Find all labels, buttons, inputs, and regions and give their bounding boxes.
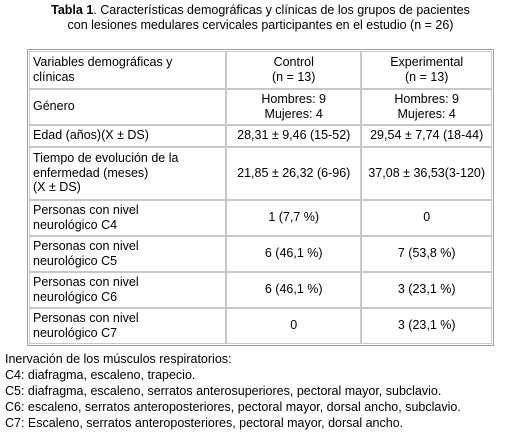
table-row: Género Hombres: 9 Mujeres: 4 Hombres: 9 … <box>29 89 492 125</box>
row-experimental-value: Hombres: 9 Mujeres: 4 <box>361 89 492 125</box>
row-label: Personas con nivel neurológico C7 <box>29 307 227 344</box>
header-experimental: Experimental (n = 13) <box>361 51 492 89</box>
row-control-value: 1 (7,7 %) <box>226 199 362 236</box>
header-variables: Variables demográficas y clínicas <box>29 51 227 89</box>
row-control-value: 6 (46,1 %) <box>226 271 362 308</box>
experimental-value-line: 7 (53,8 %) <box>397 246 456 261</box>
row-label: Personas con nivel neurológico C4 <box>29 199 227 236</box>
control-value-line: 21,85 ± 26,32 (6-96) <box>237 165 351 180</box>
table-caption: Tabla 1. Características demográficas y … <box>0 3 521 33</box>
row-label-line: neurológico C7 <box>33 325 118 340</box>
table-row: Personas con nivel neurológico C4 1 (7,7… <box>29 199 492 236</box>
row-control-value: Hombres: 9 Mujeres: 4 <box>226 89 362 125</box>
row-label: Personas con nivel neurológico C6 <box>29 271 227 308</box>
row-label: Género <box>29 89 227 125</box>
control-value-line: Hombres: 9 <box>261 92 327 106</box>
row-experimental-value: 3 (23,1 %) <box>361 307 492 344</box>
footnotes: Inervación de los músculos respiratorios… <box>5 351 519 431</box>
row-label-line: Edad (años)(X ± DS) <box>33 128 149 143</box>
row-label-line: Personas con nivel <box>33 274 139 289</box>
control-value-line: 1 (7,7 %) <box>268 210 320 225</box>
footnote-line: C5: diafragma, escaleno, serratos antero… <box>5 384 442 398</box>
row-experimental-value: 3 (23,1 %) <box>361 271 492 308</box>
header-experimental-line: Experimental <box>390 55 464 70</box>
control-value-line: 6 (46,1 %) <box>264 282 323 297</box>
footnote-line: C4: diafragma, escaleno, trapecio. <box>5 368 196 382</box>
experimental-value-line: 0 <box>423 210 431 225</box>
footnote-line: C6: escaleno, serratos anteroposteriores… <box>5 400 461 414</box>
table-row: Tiempo de evolución de la enfermedad (me… <box>29 146 492 200</box>
caption-line-1: Tabla 1. Características demográficas y … <box>0 3 521 18</box>
row-label: Tiempo de evolución de la enfermedad (me… <box>29 146 227 200</box>
table-row: Personas con nivel neurológico C6 6 (46,… <box>29 271 492 308</box>
row-control-value: 28,31 ± 9,46 (15-52) <box>226 124 362 147</box>
table-row: Personas con nivel neurológico C7 0 3 (2… <box>29 307 492 344</box>
table-row: Personas con nivel neurológico C5 6 (46,… <box>29 235 492 272</box>
row-label-line: Personas con nivel <box>33 238 139 253</box>
footnote-title: Inervación de los músculos respiratorios… <box>5 352 232 366</box>
experimental-value-line: 3 (23,1 %) <box>397 282 456 297</box>
table-header-row: Variables demográficas y clínicas Contro… <box>29 51 492 89</box>
row-experimental-value: 29,54 ± 7,74 (18-44) <box>361 124 492 147</box>
experimental-value-line: 37,08 ± 36,53(3-120) <box>368 165 486 180</box>
experimental-value-line: 29,54 ± 7,74 (18-44) <box>370 128 484 143</box>
row-control-value: 6 (46,1 %) <box>226 235 362 272</box>
header-control-line: Control <box>273 55 314 70</box>
row-experimental-value: 37,08 ± 36,53(3-120) <box>361 146 492 200</box>
caption-label: Tabla 1 <box>51 3 94 17</box>
row-label-line: Tiempo de evolución de la <box>33 150 179 165</box>
row-label-line: neurológico C5 <box>33 253 118 268</box>
experimental-value-line: Mujeres: 4 <box>397 106 456 121</box>
experimental-value-line: 3 (23,1 %) <box>397 318 456 333</box>
control-value-line: 6 (46,1 %) <box>264 246 323 261</box>
header-variables-line: clínicas <box>33 70 75 84</box>
row-label-line: neurológico C4 <box>33 217 118 232</box>
row-experimental-value: 0 <box>361 199 492 236</box>
header-variables-line: Variables demográficas y <box>33 55 173 70</box>
caption-line-2: con lesiones medulares cervicales partic… <box>67 18 454 32</box>
header-control: Control (n = 13) <box>226 51 362 89</box>
caption-text: . Características demográficas y clínica… <box>93 3 470 17</box>
footnote-line: C7: Escaleno, serratos anteroposteriores… <box>5 416 404 430</box>
control-value-line: 0 <box>290 318 298 333</box>
row-experimental-value: 7 (53,8 %) <box>361 235 492 272</box>
row-label-line: Género <box>33 99 75 114</box>
row-label-line: Personas con nivel <box>33 202 139 217</box>
row-label-line: Personas con nivel <box>33 310 139 325</box>
row-control-value: 21,85 ± 26,32 (6-96) <box>226 146 362 200</box>
header-control-line: (n = 13) <box>272 70 316 84</box>
row-label: Edad (años)(X ± DS) <box>29 124 227 147</box>
characteristics-table: Variables demográficas y clínicas Contro… <box>27 49 494 346</box>
row-label-line: neurológico C6 <box>33 289 118 304</box>
row-label-line: (X ± DS) <box>33 180 81 195</box>
experimental-value-line: Hombres: 9 <box>394 92 459 106</box>
control-value-line: 28,31 ± 9,46 (15-52) <box>237 128 351 143</box>
table-row: Edad (años)(X ± DS) 28,31 ± 9,46 (15-52)… <box>29 124 492 147</box>
row-control-value: 0 <box>226 307 362 344</box>
control-value-line: Mujeres: 4 <box>264 106 323 121</box>
row-label-line: enfermedad (meses) <box>33 165 149 180</box>
row-label: Personas con nivel neurológico C5 <box>29 235 227 272</box>
header-experimental-line: (n = 13) <box>404 70 449 84</box>
